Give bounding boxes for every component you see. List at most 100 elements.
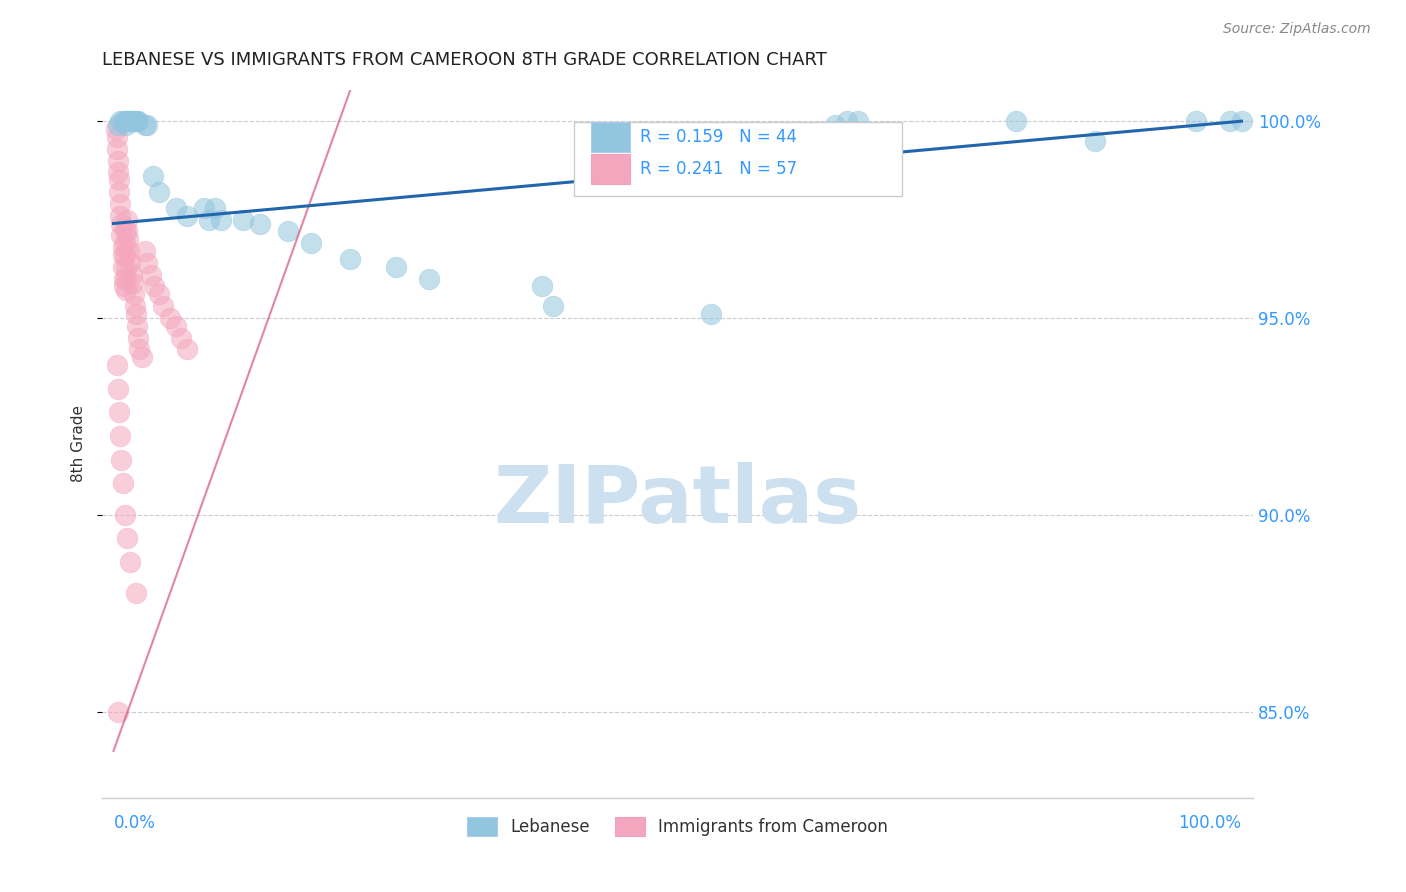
Point <box>148 287 170 301</box>
Point <box>249 217 271 231</box>
Point <box>159 310 181 325</box>
Point <box>118 244 141 258</box>
Point <box>127 331 149 345</box>
Point <box>107 165 129 179</box>
Point <box>824 118 846 132</box>
Point <box>152 299 174 313</box>
Point <box>110 217 132 231</box>
Point <box>384 260 406 274</box>
Point <box>143 279 166 293</box>
Point <box>110 114 132 128</box>
Point <box>115 284 138 298</box>
Point <box>120 555 142 569</box>
Point <box>114 114 136 128</box>
FancyBboxPatch shape <box>592 122 630 153</box>
Point <box>1219 114 1241 128</box>
Point <box>104 122 127 136</box>
Y-axis label: 8th Grade: 8th Grade <box>72 405 86 483</box>
Point <box>121 276 143 290</box>
Point <box>107 705 129 719</box>
Point <box>111 260 134 274</box>
Point <box>165 201 187 215</box>
Point <box>107 153 129 168</box>
Point <box>121 114 143 128</box>
Point <box>127 114 149 128</box>
Point <box>127 318 149 333</box>
Point <box>124 299 146 313</box>
Text: R = 0.159   N = 44: R = 0.159 N = 44 <box>640 128 797 146</box>
Point <box>277 224 299 238</box>
Point <box>121 114 143 128</box>
Point <box>120 114 142 128</box>
Point <box>112 279 135 293</box>
Point <box>120 256 142 270</box>
Point <box>115 114 138 128</box>
Point <box>111 240 134 254</box>
Point <box>418 271 440 285</box>
Point <box>118 114 141 128</box>
Point <box>136 118 159 132</box>
Text: LEBANESE VS IMMIGRANTS FROM CAMEROON 8TH GRADE CORRELATION CHART: LEBANESE VS IMMIGRANTS FROM CAMEROON 8TH… <box>103 51 827 69</box>
Point <box>134 118 156 132</box>
Point <box>110 228 132 243</box>
Point <box>110 196 132 211</box>
Text: Source: ZipAtlas.com: Source: ZipAtlas.com <box>1223 22 1371 37</box>
FancyBboxPatch shape <box>592 154 630 184</box>
Point <box>114 236 136 251</box>
Point <box>108 173 131 187</box>
Point <box>131 351 153 365</box>
Point <box>531 279 554 293</box>
Point <box>128 343 150 357</box>
Point <box>1185 114 1208 128</box>
Point <box>136 256 159 270</box>
Point <box>110 209 132 223</box>
Point <box>125 114 148 128</box>
Point <box>1084 134 1107 148</box>
Point <box>105 358 128 372</box>
Point <box>700 307 723 321</box>
Point <box>125 307 148 321</box>
Point <box>122 287 145 301</box>
Point <box>105 142 128 156</box>
Point <box>127 114 149 128</box>
Point <box>111 248 134 262</box>
Point <box>114 224 136 238</box>
Point <box>339 252 361 266</box>
Text: 100.0%: 100.0% <box>1178 814 1241 831</box>
Text: ZIPatlas: ZIPatlas <box>494 461 862 540</box>
Point <box>115 260 138 274</box>
Point <box>1230 114 1253 128</box>
Point <box>543 299 565 313</box>
Point <box>148 185 170 199</box>
Point <box>112 271 135 285</box>
Point <box>110 429 132 443</box>
Text: R = 0.241   N = 57: R = 0.241 N = 57 <box>640 160 797 178</box>
Point <box>111 476 134 491</box>
Point <box>170 331 193 345</box>
Point <box>117 114 139 128</box>
Text: 0.0%: 0.0% <box>114 814 156 831</box>
Point <box>107 118 129 132</box>
Point <box>115 224 138 238</box>
Point <box>139 268 162 282</box>
Point <box>835 114 858 128</box>
Point <box>114 508 136 522</box>
Point <box>110 452 132 467</box>
Point <box>105 129 128 144</box>
Point <box>204 201 226 215</box>
Point <box>125 586 148 600</box>
FancyBboxPatch shape <box>574 121 901 196</box>
Point <box>846 114 869 128</box>
Point <box>209 212 232 227</box>
Point <box>108 185 131 199</box>
Point <box>117 232 139 246</box>
Point <box>115 212 138 227</box>
Point <box>115 532 138 546</box>
Point <box>176 343 198 357</box>
Point <box>124 114 146 128</box>
Point <box>299 236 322 251</box>
Point <box>176 209 198 223</box>
Point <box>165 318 187 333</box>
Point <box>108 405 131 419</box>
Point <box>193 201 215 215</box>
